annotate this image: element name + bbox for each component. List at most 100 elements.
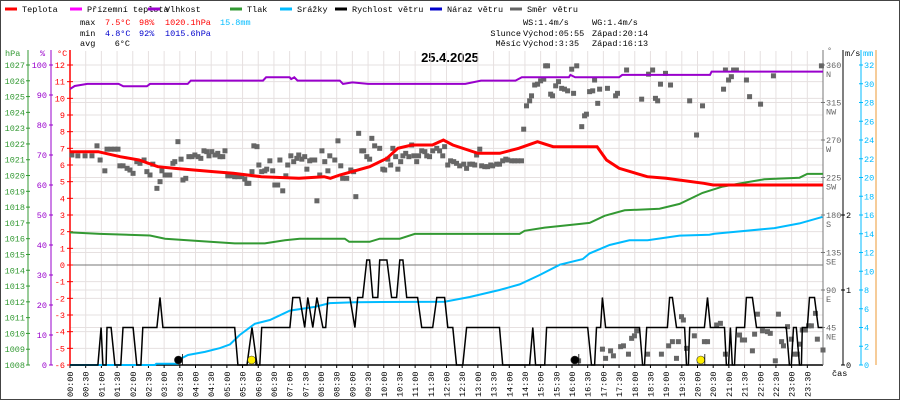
wind-direction-point — [212, 152, 218, 158]
x-tick-label: 15:00 — [537, 371, 547, 397]
wind-direction-point — [796, 341, 802, 347]
wind-direction-point — [482, 164, 488, 170]
x-tick-label: 09:00 — [348, 371, 358, 397]
x-tick-label: 20:30 — [709, 371, 719, 397]
wind-direction-point — [818, 63, 824, 69]
wind-direction-point — [280, 188, 286, 194]
temperature-tick-label: 10 — [55, 94, 65, 104]
wind-direction-point — [733, 67, 739, 73]
x-axis-label: čas — [832, 369, 847, 379]
wind-direction-point — [592, 77, 598, 83]
humidity-tick-label: 60 — [37, 181, 47, 191]
x-tick-label: 04:30 — [207, 371, 217, 397]
stats-max-humidity: 98% — [139, 18, 155, 28]
x-tick-label: 06:30 — [270, 371, 280, 397]
wind-direction-point — [416, 153, 422, 159]
wind-direction-point — [115, 146, 121, 152]
wind-direction-point — [147, 172, 153, 178]
wind-direction-point — [162, 172, 168, 178]
temperature-tick-label: 3 — [60, 211, 65, 221]
humidity-tick-label: 10 — [37, 331, 47, 341]
temperature-line — [70, 138, 823, 187]
legend-label: Náraz větru — [447, 5, 503, 15]
wind-direction-point — [527, 98, 533, 104]
wind-direction-point — [684, 345, 690, 351]
wind-direction-point — [377, 145, 383, 151]
wind-direction-point — [479, 163, 485, 169]
stats-max-rain: 15.8mm — [220, 18, 251, 28]
stats-min-pressure: 1015.6hPa — [165, 29, 211, 39]
stats-min-humidity: 92% — [139, 29, 155, 39]
wind-direction-point — [141, 157, 147, 163]
direction-tick-label: 90 — [826, 286, 836, 296]
wind-direction-point — [325, 168, 331, 174]
wind-speed-line — [70, 259, 823, 366]
wind-direction-point — [770, 73, 776, 79]
wind-direction-point — [662, 70, 668, 76]
wind-direction-point — [657, 81, 663, 87]
wind-direction-point — [728, 74, 734, 80]
wind-direction-point — [327, 153, 333, 159]
direction-tick-label: 270 — [826, 136, 841, 146]
x-tick-label: 01:30 — [113, 371, 123, 397]
wind-direction-point — [731, 67, 737, 73]
wind-direction-point — [157, 179, 163, 185]
temperature-tick-label: -2 — [55, 294, 65, 304]
rain-line — [70, 215, 823, 366]
x-tick-label: 11:30 — [427, 371, 437, 397]
wind-direction-point — [180, 177, 186, 183]
wind-direction-point — [624, 67, 630, 73]
wind-direction-point — [178, 156, 184, 162]
temperature-tick-label: 1 — [60, 244, 65, 254]
pressure-tick-label: 1020 — [5, 172, 25, 182]
wind-direction-point — [788, 336, 794, 342]
wind-direction-point — [340, 175, 346, 181]
wind-direction-point — [524, 103, 530, 109]
wind-tick-label: 2 — [846, 211, 851, 221]
wind-direction-point — [154, 185, 160, 191]
wind-direction-point — [758, 101, 764, 107]
legend-label: Směr větru — [527, 5, 578, 15]
wind-direction-point — [393, 154, 399, 160]
wind-direction-point — [225, 173, 231, 179]
wind-direction-point — [220, 154, 226, 160]
legend-label: Přízemní teplota — [87, 5, 169, 15]
temperature-tick-label: 0 — [60, 261, 65, 271]
temperature-tick-label: 5 — [60, 178, 65, 188]
wind-direction-point — [625, 351, 631, 357]
wind-direction-point — [764, 329, 770, 335]
wind-direction-point — [372, 143, 378, 149]
wind-direction-point — [485, 164, 491, 170]
temperature-tick-label: -3 — [55, 311, 65, 321]
wind-direction-point — [332, 157, 338, 163]
wind-direction-point — [448, 158, 454, 164]
wind-direction-point — [388, 162, 394, 168]
temperature-tick-label: -6 — [55, 361, 65, 371]
stats-max-pressure: 1020.1hPa — [165, 18, 211, 28]
x-tick-label: 09:30 — [364, 371, 374, 397]
wind-direction-point — [108, 146, 114, 152]
x-tick-label: 00:00 — [66, 371, 76, 397]
rain-tick-label: 18 — [864, 192, 874, 202]
wind-direction-point — [694, 132, 700, 138]
rain-tick-label: 2 — [864, 342, 869, 352]
rain-tick-label: 10 — [864, 267, 874, 277]
pressure-tick-label: 1012 — [5, 298, 25, 308]
wind-direction-point — [742, 337, 748, 343]
rain-tick-label: 14 — [864, 230, 874, 240]
wind-direction-point — [102, 168, 108, 174]
wind-direction-point — [434, 145, 440, 151]
wind-direction-point — [364, 154, 370, 160]
wind-direction-point — [445, 162, 451, 168]
wind-direction-point — [288, 153, 294, 159]
wind-direction-point — [521, 126, 527, 132]
wind-direction-point — [195, 154, 201, 160]
stats-avg-temp: 6°C — [115, 39, 130, 49]
wind-direction-point — [335, 138, 341, 144]
wind-direction-point — [467, 161, 473, 167]
wind-direction-point — [382, 167, 388, 173]
wind-direction-point — [403, 150, 409, 156]
wind-direction-point — [618, 344, 624, 350]
wind-direction-point — [175, 139, 181, 145]
wind-direction-point — [639, 96, 645, 102]
